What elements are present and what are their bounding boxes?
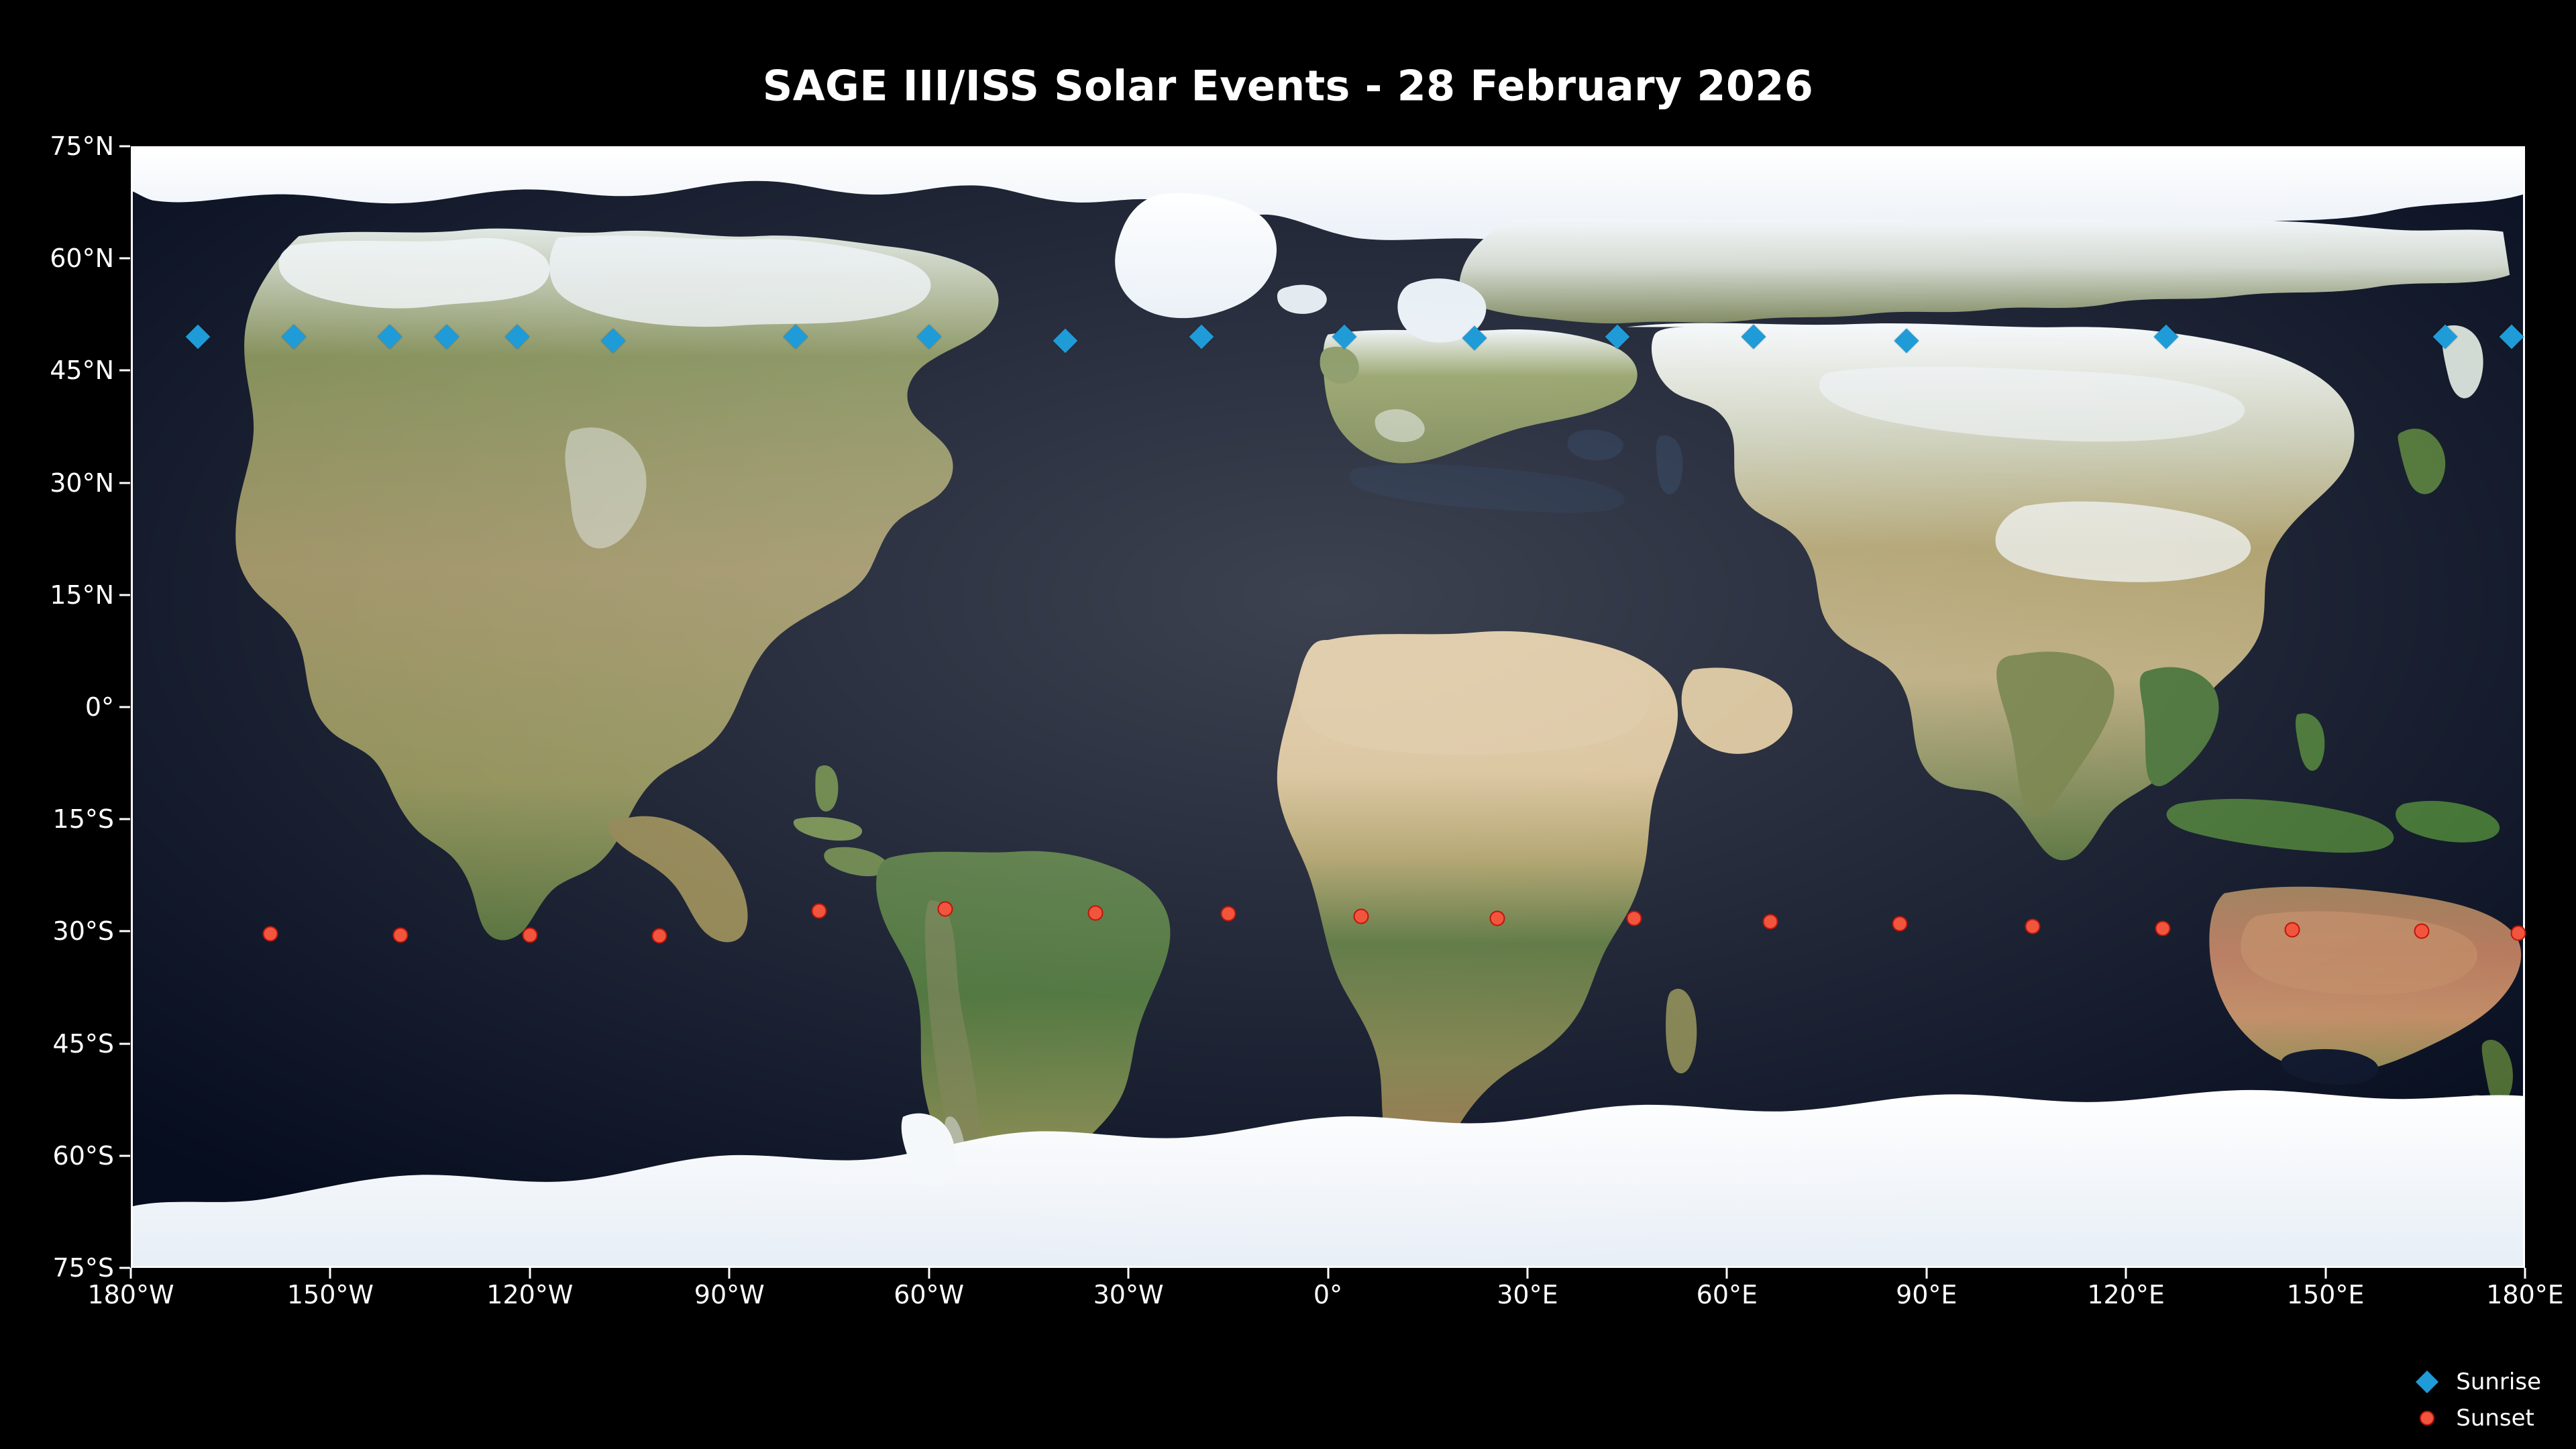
y-tick-label: 15°S: [52, 804, 114, 835]
sunset-marker[interactable]: [392, 927, 408, 943]
x-tick-mark: [1127, 1268, 1130, 1279]
x-tick-mark: [1925, 1268, 1928, 1279]
y-tick-mark: [119, 257, 130, 260]
x-tick-label: 30°W: [1093, 1280, 1164, 1309]
basemap-svg: [133, 148, 2523, 1266]
sunset-marker[interactable]: [1087, 905, 1103, 921]
sunset-marker[interactable]: [2025, 918, 2041, 934]
sunset-marker[interactable]: [651, 928, 667, 944]
sunset-marker[interactable]: [1892, 916, 1908, 932]
y-tick-label: 0°: [85, 692, 114, 722]
x-tick-label: 0°: [1313, 1280, 1343, 1309]
x-tick-mark: [2324, 1268, 2327, 1279]
x-tick-label: 90°E: [1896, 1280, 1957, 1309]
x-tick-mark: [129, 1268, 132, 1279]
y-tick-mark: [119, 594, 130, 596]
x-tick-mark: [2524, 1268, 2526, 1279]
y-tick-mark: [119, 1042, 130, 1045]
y-tick-label: 60°S: [52, 1140, 114, 1171]
y-tick-label: 30°N: [50, 468, 114, 498]
legend: Sunrise Sunset: [2416, 1368, 2541, 1432]
x-tick-mark: [329, 1268, 331, 1279]
sunrise-diamond-icon: [2416, 1371, 2439, 1393]
sunset-marker[interactable]: [262, 926, 278, 942]
page-title: SAGE III/ISS Solar Events - 28 February …: [762, 61, 1814, 111]
x-tick-label: 60°E: [1696, 1280, 1758, 1309]
sunset-marker[interactable]: [2510, 925, 2526, 941]
y-tick-mark: [119, 369, 130, 372]
x-tick-mark: [1327, 1268, 1329, 1279]
sunset-marker[interactable]: [1353, 908, 1369, 924]
y-tick-label: 45°N: [50, 356, 114, 386]
x-tick-label: 120°E: [2087, 1280, 2165, 1309]
sunset-marker[interactable]: [1762, 914, 1778, 930]
x-tick-mark: [728, 1268, 731, 1279]
x-tick-label: 150°W: [286, 1280, 374, 1309]
y-tick-mark: [119, 818, 130, 820]
x-tick-mark: [1526, 1268, 1529, 1279]
y-tick-label: 75°N: [50, 131, 114, 161]
sunset-marker[interactable]: [2155, 920, 2171, 936]
x-tick-label: 180°W: [87, 1280, 174, 1309]
y-tick-label: 75°S: [52, 1253, 114, 1283]
y-tick-label: 60°N: [50, 244, 114, 274]
y-tick-mark: [119, 930, 130, 932]
x-tick-mark: [928, 1268, 930, 1279]
x-tick-mark: [1725, 1268, 1728, 1279]
x-tick-label: 60°W: [894, 1280, 965, 1309]
x-tick-label: 150°E: [2286, 1280, 2365, 1309]
legend-label-sunrise: Sunrise: [2456, 1368, 2541, 1395]
y-tick-mark: [119, 482, 130, 484]
x-tick-label: 180°E: [2486, 1280, 2564, 1309]
legend-entry-sunset[interactable]: Sunset: [2416, 1405, 2541, 1432]
y-tick-mark: [119, 1267, 130, 1269]
x-tick-label: 90°W: [694, 1280, 765, 1309]
sunset-marker[interactable]: [811, 903, 827, 919]
sunset-marker[interactable]: [1220, 906, 1236, 922]
sunset-marker[interactable]: [1489, 910, 1505, 926]
sunset-marker[interactable]: [2284, 922, 2300, 938]
y-tick-mark: [119, 1155, 130, 1157]
y-tick-mark: [119, 706, 130, 708]
x-tick-label: 120°W: [486, 1280, 574, 1309]
sunset-marker[interactable]: [1626, 910, 1642, 926]
sunset-circle-icon: [2416, 1411, 2438, 1426]
map-plot-area[interactable]: [131, 146, 2525, 1268]
legend-label-sunset: Sunset: [2456, 1405, 2534, 1432]
y-tick-mark: [119, 145, 130, 148]
atmosphere-haze: [133, 148, 2523, 1266]
world-basemap: [133, 148, 2523, 1266]
sunset-marker[interactable]: [522, 927, 538, 943]
legend-entry-sunrise[interactable]: Sunrise: [2416, 1368, 2541, 1395]
y-tick-label: 15°N: [50, 580, 114, 610]
y-tick-label: 45°S: [52, 1028, 114, 1059]
sunset-marker[interactable]: [2414, 923, 2430, 939]
x-tick-mark: [2125, 1268, 2127, 1279]
sunset-marker[interactable]: [937, 901, 953, 917]
x-tick-mark: [529, 1268, 531, 1279]
x-tick-label: 30°E: [1497, 1280, 1558, 1309]
y-tick-label: 30°S: [52, 916, 114, 947]
